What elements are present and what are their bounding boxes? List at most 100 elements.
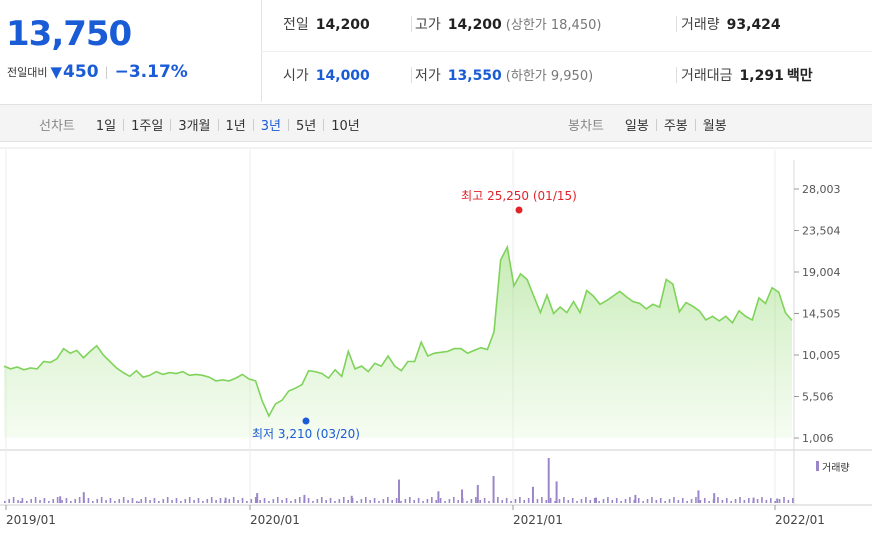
- volume-bar: [398, 479, 400, 503]
- volume-bar: [457, 500, 460, 503]
- volume-legend: 거래량: [822, 462, 850, 474]
- period-tab[interactable]: 3년: [260, 119, 281, 134]
- volume-bar: [320, 497, 323, 503]
- volume-bar: [695, 497, 697, 503]
- high-label: 고가: [415, 17, 441, 33]
- volume-bar: [589, 500, 592, 503]
- volume-bar: [488, 501, 490, 503]
- volume-bar: [400, 501, 402, 503]
- volume-bar: [26, 501, 28, 503]
- volume-bar: [422, 501, 424, 503]
- volume-bar: [92, 501, 94, 503]
- volume-bar: [373, 498, 376, 503]
- volume-bar: [382, 499, 385, 503]
- volume-bar: [437, 491, 440, 503]
- volume-bar: [153, 498, 156, 503]
- tab-divider: [288, 118, 289, 131]
- volume-bar: [774, 501, 776, 503]
- volume-bar: [629, 497, 631, 503]
- candle-chart-label: 봉차트: [568, 119, 604, 134]
- volume-bar: [34, 497, 37, 503]
- volume-bar: [519, 497, 521, 503]
- divider: |: [104, 65, 109, 79]
- volume-bar: [765, 500, 768, 503]
- volume-bar: [224, 497, 227, 503]
- volume-bar: [439, 498, 442, 503]
- price-change: 전일대비 ▼ 450 | −3.17%: [7, 62, 188, 82]
- low-annotation: 최저 3,210 (03/20): [252, 427, 360, 441]
- volume-bar: [510, 501, 512, 503]
- volume-bar: [431, 497, 433, 503]
- period-tab[interactable]: 5년: [296, 119, 317, 134]
- volume-bar: [783, 497, 785, 503]
- volume-bar: [497, 497, 499, 503]
- candle-period-tab[interactable]: 일봉: [624, 119, 649, 134]
- volume-bar: [166, 497, 169, 503]
- price-line: [3, 244, 793, 418]
- info-row: 시가 14,000 저가 13,550 (하한가 9,950) 거래대금 1,291 백만: [261, 51, 872, 102]
- y-tick-label: 14,505: [802, 308, 841, 321]
- volume-bar: [708, 501, 710, 503]
- volume-bar: [413, 500, 416, 503]
- change-amount: 450: [63, 62, 99, 82]
- open-label: 시가: [283, 68, 309, 84]
- divider: [676, 67, 677, 83]
- x-tick-label: 2022/01: [775, 513, 825, 527]
- tab-divider: [170, 118, 172, 131]
- candle-period-tab[interactable]: 월봉: [702, 119, 727, 134]
- volume-bar: [43, 498, 46, 503]
- open-price: 시가 14,000: [283, 65, 370, 85]
- volume-bar: [162, 499, 165, 503]
- volume-bar: [188, 497, 191, 503]
- volume-bar: [294, 499, 297, 503]
- amount-value: 1,291: [739, 68, 784, 84]
- volume-bar: [743, 500, 746, 503]
- volume-bar: [386, 497, 389, 503]
- x-tick-label: 2020/01: [250, 513, 300, 527]
- x-tick-label: 2019/01: [6, 513, 56, 527]
- volume-bar: [444, 501, 446, 503]
- x-tick-label: 2021/01: [513, 513, 563, 527]
- volume-value: 93,424: [726, 17, 781, 33]
- volume-bar: [776, 498, 779, 503]
- volume-bar: [202, 501, 204, 503]
- volume-bar: [541, 497, 543, 503]
- volume: 거래량 93,424: [681, 14, 781, 34]
- volume-bar: [12, 497, 15, 503]
- period-tab[interactable]: 1주일: [131, 119, 164, 134]
- volume-bar: [646, 499, 649, 503]
- upper-limit: (상한가 18,450): [505, 18, 602, 33]
- quote-info: 전일 14,200 고가 14,200 (상한가 18,450) 거래량 93,424 …: [261, 0, 872, 102]
- y-tick-label: 1,006: [802, 432, 834, 445]
- volume-bar: [492, 476, 495, 503]
- period-tab[interactable]: 1일: [95, 119, 117, 134]
- period-tab[interactable]: 1년: [225, 119, 246, 134]
- volume-bar: [256, 493, 259, 503]
- line-chart-tabs: 선차트 1일 1주일 3개월 1년 3년 5년 10년: [39, 115, 367, 134]
- high-marker: [515, 206, 523, 214]
- period-tab[interactable]: 10년: [331, 119, 360, 134]
- volume-bar: [65, 498, 68, 503]
- volume-bar: [501, 500, 504, 503]
- volume-bar: [659, 498, 662, 503]
- volume-bar: [312, 501, 314, 503]
- volume-bar: [595, 497, 597, 503]
- volume-bar: [725, 498, 728, 503]
- change-rate: −3.17%: [114, 62, 188, 82]
- volume-bar: [571, 498, 574, 503]
- volume-bar: [316, 499, 319, 503]
- volume-bar: [56, 497, 59, 503]
- volume-bar: [634, 494, 637, 503]
- amount-label: 거래대금: [681, 68, 733, 84]
- volume-bar: [761, 497, 763, 503]
- prev-close-value: 14,200: [315, 17, 370, 33]
- chart-tabs: 선차트 1일 1주일 3개월 1년 3년 5년 10년 봉차트 일봉 주봉 월봉: [0, 104, 872, 142]
- period-tab[interactable]: 3개월: [178, 119, 211, 134]
- volume-bar: [730, 501, 732, 503]
- candle-period-tab[interactable]: 주봉: [663, 119, 688, 134]
- volume-bar: [19, 501, 22, 503]
- down-arrow-icon: ▼: [50, 63, 63, 81]
- volume-bar: [334, 501, 336, 503]
- volume-bar: [453, 497, 455, 503]
- volume-bar: [30, 499, 33, 503]
